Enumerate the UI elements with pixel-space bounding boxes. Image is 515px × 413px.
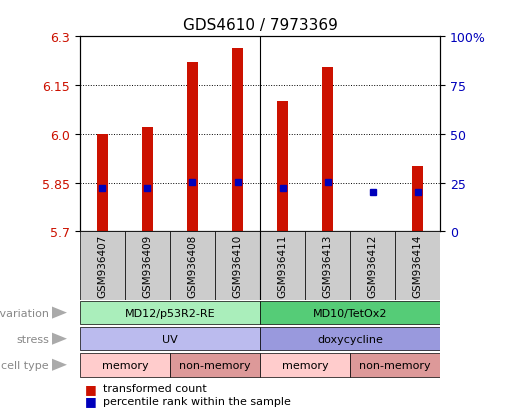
Bar [260, 353, 350, 377]
Bar [170, 353, 260, 377]
Text: GSM936410: GSM936410 [233, 234, 243, 297]
Bar [305, 232, 350, 300]
Text: MD10/TetOx2: MD10/TetOx2 [313, 308, 387, 318]
Bar [170, 232, 215, 300]
Bar [80, 353, 170, 377]
Text: stress: stress [16, 334, 49, 344]
Title: GDS4610 / 7973369: GDS4610 / 7973369 [183, 18, 337, 33]
Text: GSM936413: GSM936413 [323, 234, 333, 297]
Text: memory: memory [101, 360, 148, 370]
Text: GSM936412: GSM936412 [368, 234, 377, 297]
Bar [187, 63, 198, 232]
Polygon shape [52, 306, 67, 319]
Text: ■: ■ [85, 382, 97, 395]
Text: GSM936408: GSM936408 [187, 234, 197, 297]
Text: percentile rank within the sample: percentile rank within the sample [103, 396, 291, 406]
Text: doxycycline: doxycycline [317, 334, 383, 344]
Text: memory: memory [282, 360, 329, 370]
Text: MD12/p53R2-RE: MD12/p53R2-RE [125, 308, 215, 318]
Text: GSM936409: GSM936409 [143, 234, 152, 297]
Bar [142, 128, 153, 232]
Bar [215, 232, 260, 300]
Bar [260, 327, 440, 351]
Text: non-memory: non-memory [179, 360, 251, 370]
Bar [80, 301, 260, 325]
Bar [350, 232, 396, 300]
Bar [80, 232, 125, 300]
Text: ■: ■ [85, 394, 97, 407]
Bar [277, 102, 288, 232]
Bar [232, 48, 243, 232]
Text: GSM936414: GSM936414 [413, 234, 423, 297]
Polygon shape [52, 358, 67, 371]
Bar [412, 167, 423, 232]
Bar [80, 327, 260, 351]
Bar [125, 232, 170, 300]
Text: genotype/variation: genotype/variation [0, 308, 49, 318]
Polygon shape [52, 332, 67, 345]
Text: transformed count: transformed count [103, 383, 207, 393]
Bar [350, 353, 440, 377]
Bar [260, 301, 440, 325]
Text: UV: UV [162, 334, 178, 344]
Text: GSM936407: GSM936407 [97, 234, 107, 297]
Bar [260, 232, 305, 300]
Bar [97, 134, 108, 232]
Bar [396, 232, 440, 300]
Text: cell type: cell type [2, 360, 49, 370]
Text: GSM936411: GSM936411 [278, 234, 287, 297]
Bar [322, 68, 333, 232]
Text: non-memory: non-memory [359, 360, 431, 370]
